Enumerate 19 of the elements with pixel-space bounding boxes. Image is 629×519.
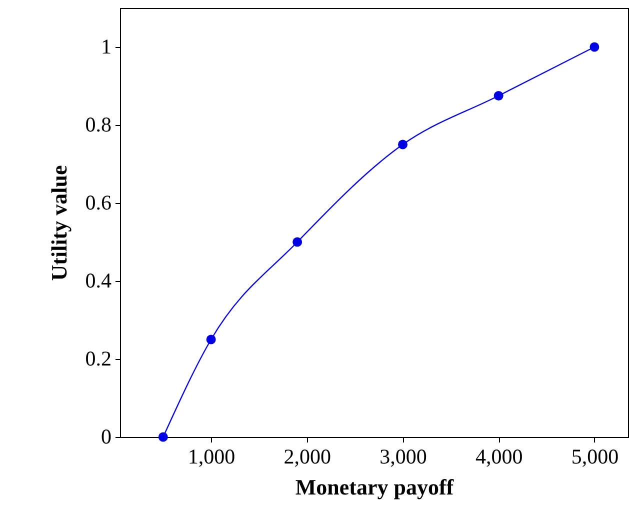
y-tick-label: 0.6 [85, 190, 112, 214]
y-tick-label: 0.2 [85, 346, 112, 370]
x-tick-label: 5,000 [571, 444, 619, 468]
point [494, 91, 504, 100]
y-tick-label: 0.8 [85, 112, 112, 136]
y-tick-label: 1 [101, 34, 112, 58]
x-tick-label: 4,000 [475, 444, 523, 468]
y-tick-label: 0 [101, 424, 112, 448]
point [590, 42, 600, 52]
point [292, 237, 302, 247]
point [398, 140, 408, 150]
y-axis-title: Utility value [46, 165, 72, 281]
point [158, 432, 168, 442]
x-tick-label: 2,000 [284, 444, 332, 468]
point [206, 334, 216, 344]
x-tick-label: 1,000 [188, 444, 236, 468]
x-axis-title: Monetary payoff [295, 474, 454, 500]
y-tick-label: 0.4 [85, 268, 112, 292]
x-tick-label: 3,000 [380, 444, 427, 468]
